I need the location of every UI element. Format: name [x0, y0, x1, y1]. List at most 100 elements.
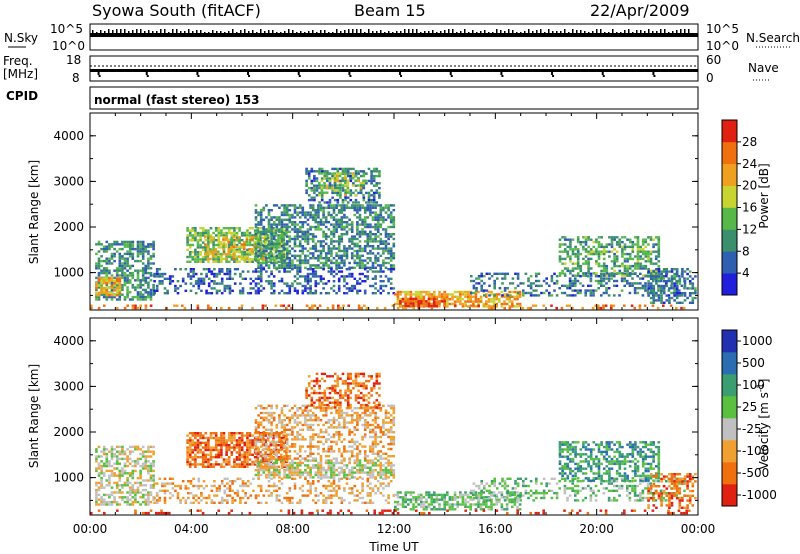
data-cell: [322, 211, 325, 214]
data-cell: [654, 269, 658, 273]
data-cell: [204, 441, 208, 444]
data-cell: [401, 297, 405, 301]
data-cell: [251, 243, 254, 247]
data-cell: [282, 255, 286, 259]
data-cell: [298, 230, 302, 233]
data-cell: [686, 268, 689, 271]
data-cell: [293, 249, 297, 253]
colorbar-tick-label: 8: [742, 244, 750, 258]
data-cell: [126, 491, 129, 494]
data-cell: [479, 300, 483, 303]
data-cell: [248, 446, 252, 449]
data-cell: [293, 230, 297, 233]
data-cell: [382, 228, 385, 231]
data-cell: [291, 473, 294, 477]
data-cell: [566, 267, 570, 270]
data-cell: [335, 240, 338, 243]
data-cell: [545, 289, 548, 292]
data-cell: [253, 463, 257, 466]
data-cell: [304, 284, 307, 288]
data-cell: [309, 206, 312, 209]
data-cell: [370, 170, 373, 173]
data-cell: [394, 293, 397, 296]
noise-spike: [624, 30, 626, 33]
data-cell: [283, 206, 286, 209]
data-cell: [387, 277, 390, 280]
data-cell: [296, 223, 299, 226]
data-cell: [194, 460, 197, 464]
data-cell: [207, 304, 210, 307]
data-cell: [333, 186, 337, 190]
data-cell: [280, 240, 284, 243]
data-cell: [503, 306, 506, 310]
data-cell: [217, 252, 220, 256]
data-cell: [217, 444, 221, 447]
data-cell: [516, 291, 520, 295]
data-cell: [100, 503, 103, 506]
data-cell: [350, 272, 354, 276]
data-cell: [309, 466, 312, 469]
data-cell: [134, 295, 137, 299]
data-cell: [330, 204, 333, 207]
data-cell: [375, 191, 379, 195]
data-cell: [366, 206, 370, 209]
data-cell: [118, 289, 122, 292]
data-cell: [215, 275, 219, 278]
data-cell: [95, 276, 98, 280]
data-cell: [371, 270, 375, 273]
data-cell: [207, 241, 210, 244]
data-cell: [375, 184, 379, 187]
data-cell: [451, 293, 454, 296]
data-cell: [201, 453, 205, 456]
data-cell: [152, 452, 155, 456]
data-cell: [254, 211, 258, 214]
data-cell: [288, 266, 292, 269]
data-cell: [479, 298, 483, 301]
data-cell: [239, 292, 242, 295]
colorbar-swatch: [722, 120, 737, 143]
data-cell: [396, 290, 400, 294]
data-cell: [589, 248, 593, 251]
data-cell: [639, 245, 642, 249]
data-cell: [623, 277, 626, 280]
data-cell: [240, 463, 244, 466]
data-cell: [323, 177, 326, 180]
data-cell: [518, 302, 522, 306]
data-cell: [683, 294, 687, 297]
data-cell: [366, 461, 370, 465]
data-cell: [358, 249, 362, 253]
data-cell: [529, 294, 533, 297]
data-cell: [670, 277, 674, 280]
data-cell: [582, 248, 585, 251]
data-cell: [291, 461, 294, 465]
data-cell: [365, 201, 368, 204]
data-cell: [141, 269, 145, 272]
data-cell: [214, 456, 218, 459]
data-cell: [330, 230, 333, 233]
data-cell: [353, 284, 357, 288]
data-cell: [327, 252, 331, 255]
data-cell: [102, 464, 106, 468]
data-cell: [500, 305, 504, 308]
data-cell: [356, 204, 359, 207]
data-cell: [272, 255, 275, 259]
data-cell: [358, 289, 362, 292]
data-cell: [230, 465, 234, 468]
data-cell: [288, 270, 292, 273]
data-cell: [278, 469, 281, 472]
data-cell: [131, 474, 135, 477]
data-cell: [118, 247, 122, 251]
data-cell: [330, 240, 333, 243]
data-cell: [272, 451, 275, 454]
data-cell: [655, 282, 658, 285]
data-cell: [378, 172, 381, 175]
data-cell: [283, 204, 286, 207]
data-cell: [344, 174, 347, 178]
data-cell: [230, 255, 234, 259]
data-cell: [95, 298, 98, 301]
data-cell: [102, 277, 106, 280]
data-cell: [374, 287, 377, 290]
data-cell: [270, 471, 273, 474]
data-cell: [374, 282, 377, 285]
data-cell: [644, 240, 648, 244]
